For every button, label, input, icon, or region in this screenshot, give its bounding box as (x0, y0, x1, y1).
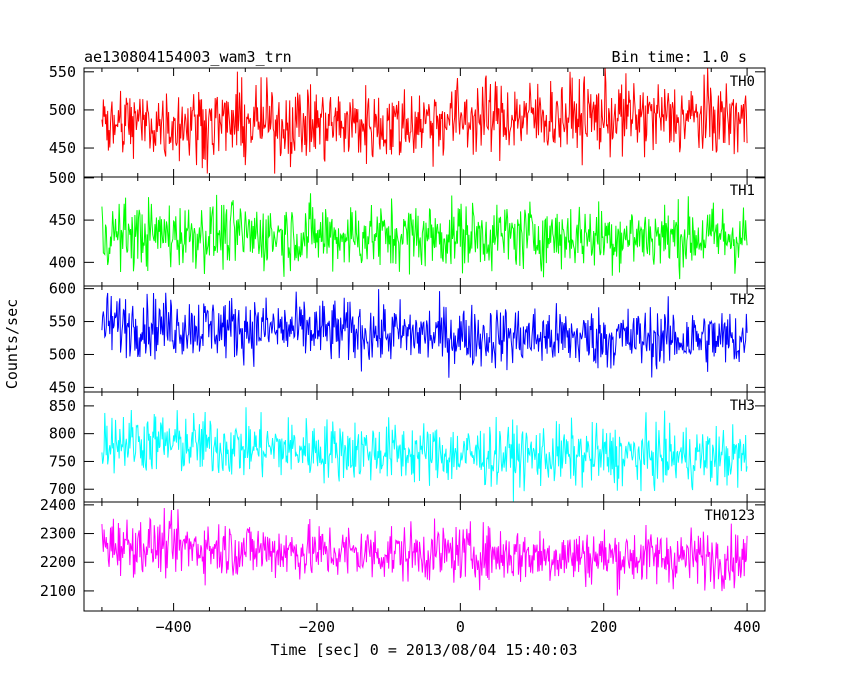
y-tick-label: 500 (49, 345, 76, 363)
x-axis-title: Time [sec] 0 = 2013/08/04 15:40:03 (270, 641, 577, 659)
y-tick-label: 550 (49, 313, 76, 331)
panel-th0: 450 500 550 TH0 (49, 63, 766, 178)
y-tick-label: 850 (49, 397, 76, 415)
y-tick-label: 500 (49, 169, 76, 187)
y-tick-label: 2400 (40, 496, 76, 514)
x-tick-label: 0 (456, 618, 465, 636)
x-tick-label: −400 (156, 618, 192, 636)
panel-label-th2: TH2 (730, 292, 755, 308)
panel-stack: 450 500 550 TH0 400 450 500 TH1 450 500 550 600 TH2 7… (40, 63, 766, 636)
y-tick-label: 450 (49, 211, 76, 229)
y-tick-label: 2300 (40, 525, 76, 543)
series-line-th1 (101, 193, 748, 280)
panel-label-th3: TH3 (730, 398, 755, 414)
y-tick-label: 800 (49, 425, 76, 443)
y-tick-label: 750 (49, 452, 76, 470)
series-line-th2 (101, 289, 748, 378)
y-tick-label: 700 (49, 480, 76, 498)
chart-title: ae130804154003_wam3_trn (84, 48, 292, 66)
x-tick-label: 400 (734, 618, 761, 636)
y-tick-label: 550 (49, 63, 76, 81)
y-tick-label: 600 (49, 280, 76, 298)
y-axis-title: Counts/sec (3, 299, 21, 389)
y-tick-label: 400 (49, 253, 76, 271)
panel-th0123: 2100 2200 2300 2400 TH0123 (40, 496, 766, 612)
panel-label-th0: TH0 (730, 74, 755, 90)
panel-th3: 700 750 800 850 TH3 (49, 391, 766, 503)
x-tick-label: 200 (590, 618, 617, 636)
panel-th2: 450 500 550 600 TH2 (49, 280, 766, 396)
y-tick-label: 450 (49, 378, 76, 396)
series-line-th0123 (101, 508, 748, 596)
series-line-th0 (101, 68, 748, 174)
y-tick-label: 2100 (40, 582, 76, 600)
bin-time-label: Bin time: 1.0 s (612, 48, 747, 66)
x-tick-label: −200 (299, 618, 335, 636)
y-tick-label: 2200 (40, 553, 76, 571)
y-tick-label: 500 (49, 101, 76, 119)
panel-label-th1: TH1 (730, 183, 755, 199)
panel-th1: 400 450 500 TH1 (49, 169, 766, 287)
panel-label-th0123: TH0123 (704, 508, 755, 524)
series-line-th3 (101, 407, 748, 502)
y-tick-label: 450 (49, 139, 76, 157)
